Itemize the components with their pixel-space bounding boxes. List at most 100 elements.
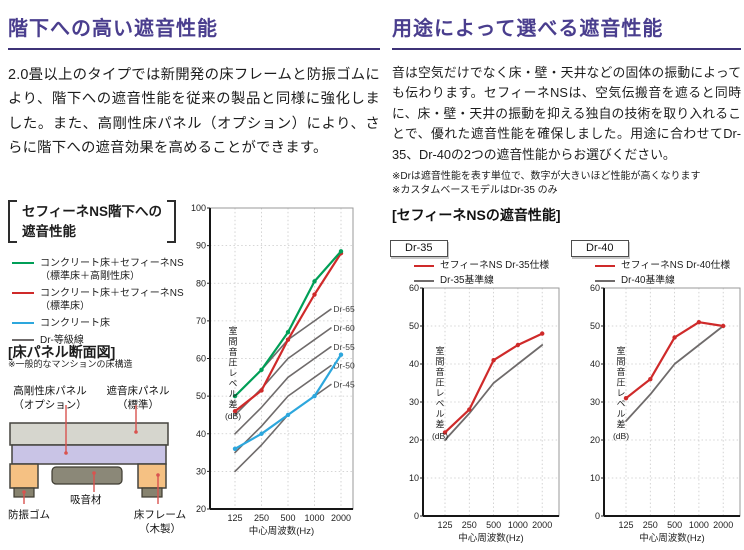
right-section-title: 用途によって選べる遮音性能	[392, 6, 741, 50]
legend-label: セフィーネNS Dr-35仕様	[440, 260, 550, 271]
annotation-arrows	[23, 405, 159, 504]
main-chart-block: 20 30 40 50 60 70 80 90 100 125 250 500 1000 2000 中心周波…	[183, 196, 383, 550]
svg-text:中心周波数(Hz): 中心周波数(Hz)	[249, 525, 314, 537]
legend-label: コンクリート床	[40, 318, 110, 330]
dr35-chart-block: Dr-35 セフィーネNS Dr-35仕様 Dr-35基準線 0 10 20 30 40…	[386, 240, 566, 550]
line-swatch-gray	[595, 279, 615, 282]
left-paragraph: 2.0畳以上のタイプでは新開発の床フレームと防振ゴムにより、階下への遮音性能を従…	[8, 67, 380, 157]
svg-text:20: 20	[196, 504, 206, 514]
rubber-label: 防振ゴム	[8, 509, 50, 521]
dr35-chart: 0 10 20 30 40 50 60 125 250 500 1000 2000 中心周波数(Hz)	[409, 283, 560, 544]
svg-text:125: 125	[227, 513, 242, 523]
svg-text:Dr-50: Dr-50	[333, 361, 355, 371]
legend-label-line2: （標準床＋高剛性床）	[40, 271, 140, 283]
svg-text:中心周波数(Hz): 中心周波数(Hz)	[458, 532, 523, 544]
svg-text:10: 10	[590, 473, 600, 483]
left-column: 階下への高い遮音性能 2.0畳以上のタイプでは新開発の床フレームと防振ゴムにより…	[8, 6, 380, 161]
dr35-legend: セフィーネNS Dr-35仕様 Dr-35基準線	[414, 260, 549, 289]
line-swatch-red	[12, 292, 34, 295]
line-swatch-green	[12, 262, 34, 265]
svg-text:40: 40	[196, 429, 206, 439]
svg-text:250: 250	[643, 520, 658, 530]
right-paragraph: 音は空気だけでなく床・壁・天井などの固体の振動によっても伝わります。セフィーネN…	[392, 65, 741, 162]
floor-diagram-title: [床パネル断面図]	[8, 344, 116, 360]
svg-text:125: 125	[437, 520, 452, 530]
svg-text:40: 40	[409, 359, 419, 369]
line-swatch-gray	[12, 339, 34, 342]
svg-text:50: 50	[409, 321, 419, 331]
legend-label: Dr-40基準線	[621, 274, 675, 286]
legend-note: ※一般的なマンションの床構造	[8, 359, 133, 370]
svg-text:250: 250	[462, 520, 477, 530]
insulation-performance-header: [セフィーネNSの遮音性能]	[392, 207, 561, 224]
rigid-floor-panel	[11, 444, 167, 465]
dr40-legend: セフィーネNS Dr-40仕様 Dr-40基準線	[595, 260, 730, 289]
legend-item: コンクリート床	[12, 317, 198, 330]
floor-frame-right	[137, 463, 167, 489]
svg-text:500: 500	[486, 520, 501, 530]
legend-item: Dr-等級線	[12, 334, 198, 347]
svg-text:20: 20	[590, 435, 600, 445]
svg-text:60: 60	[590, 283, 600, 293]
legend-item: セフィーネNS Dr-40仕様	[595, 260, 730, 273]
legend-title-line2: 遮音性能	[22, 223, 76, 239]
legend-items: コンクリート床＋セフィーネNS （標準床＋高剛性床） コンクリート床＋セフィーネ…	[8, 257, 198, 347]
legend-label: Dr-等級線	[40, 335, 84, 347]
floor-frame-left	[9, 463, 39, 489]
dr40-tab: Dr-40	[571, 240, 629, 257]
dr40-chart: 0 10 20 30 40 50 60 125 250 500 1000 2000 中心周波数(Hz)	[590, 283, 741, 544]
line-swatch-red	[414, 265, 434, 267]
rigid-panel-label: 高剛性床パネル （オプション）	[13, 385, 87, 412]
vibration-rubber-right	[141, 487, 163, 498]
legend-item: Dr-40基準線	[595, 275, 730, 288]
svg-text:Dr-65: Dr-65	[333, 304, 355, 314]
note-custom-base: ※カスタムベースモデルはDr-35 のみ	[392, 185, 558, 197]
line-swatch-red	[595, 265, 615, 267]
line-swatch-cyan	[12, 322, 34, 325]
svg-text:Dr-55: Dr-55	[333, 342, 355, 352]
main-chart-y-axis-label: 室間音圧レベル差 (dB)	[224, 326, 242, 421]
svg-text:250: 250	[254, 513, 269, 523]
svg-text:70: 70	[196, 316, 206, 326]
svg-text:50: 50	[590, 321, 600, 331]
svg-text:30: 30	[409, 397, 419, 407]
legend-label: Dr-35基準線	[440, 274, 494, 286]
svg-text:30: 30	[590, 397, 600, 407]
svg-text:0: 0	[595, 511, 600, 521]
legend-label: コンクリート床＋セフィーネNS（標準床）	[40, 288, 184, 313]
legend-item: コンクリート床＋セフィーネNS （標準床＋高剛性床）	[12, 257, 198, 283]
svg-text:2000: 2000	[713, 520, 733, 530]
svg-text:60: 60	[196, 354, 206, 364]
svg-text:1000: 1000	[508, 520, 528, 530]
frame-label: 床フレーム （木製）	[133, 509, 187, 536]
sound-absorber	[51, 466, 123, 485]
right-bracket	[166, 200, 176, 244]
arrow-tips	[22, 430, 160, 494]
main-chart: 20 30 40 50 60 70 80 90 100 125 250 500 1000 2000 中心周波…	[191, 203, 355, 537]
svg-text:90: 90	[196, 241, 206, 251]
legend-title-line1: セフィーネNS階下への	[22, 204, 162, 219]
svg-text:50: 50	[196, 391, 206, 401]
left-section-title: 階下への高い遮音性能	[8, 6, 380, 50]
dr35-tab: Dr-35	[390, 240, 448, 257]
line-swatch-gray	[414, 279, 434, 282]
legend-box-header: セフィーネNS階下への 遮音性能	[8, 200, 198, 244]
floor-section-drawing	[9, 405, 169, 504]
svg-text:500: 500	[280, 513, 295, 523]
dr35-y-axis-label: 室間音圧レベル差 (dB)	[431, 346, 449, 441]
legend-item: コンクリート床＋セフィーネNS（標準床）	[12, 287, 198, 313]
dr40-chart-block: Dr-40 セフィーネNS Dr-40仕様 Dr-40基準線 0 10 20 30 40…	[567, 240, 744, 550]
dr40-y-axis-label: 室間音圧レベル差 (dB)	[612, 346, 630, 441]
svg-text:40: 40	[590, 359, 600, 369]
floor-panel-diagram: [床パネル断面図] 高剛性床パネル （オプション） 遮音床パネル （標準） 防振…	[8, 342, 192, 547]
sound-panel-label: 遮音床パネル （標準）	[106, 385, 170, 412]
svg-text:80: 80	[196, 278, 206, 288]
svg-text:0: 0	[414, 511, 419, 521]
legend-label: コンクリート床＋セフィーネNS	[40, 258, 184, 270]
sound-insulation-panel	[9, 422, 169, 446]
left-bracket	[8, 200, 17, 244]
svg-text:60: 60	[409, 283, 419, 293]
right-column: 用途によって選べる遮音性能 音は空気だけでなく床・壁・天井などの固体の振動によっ…	[392, 6, 741, 225]
svg-text:125: 125	[618, 520, 633, 530]
svg-text:2000: 2000	[331, 513, 351, 523]
